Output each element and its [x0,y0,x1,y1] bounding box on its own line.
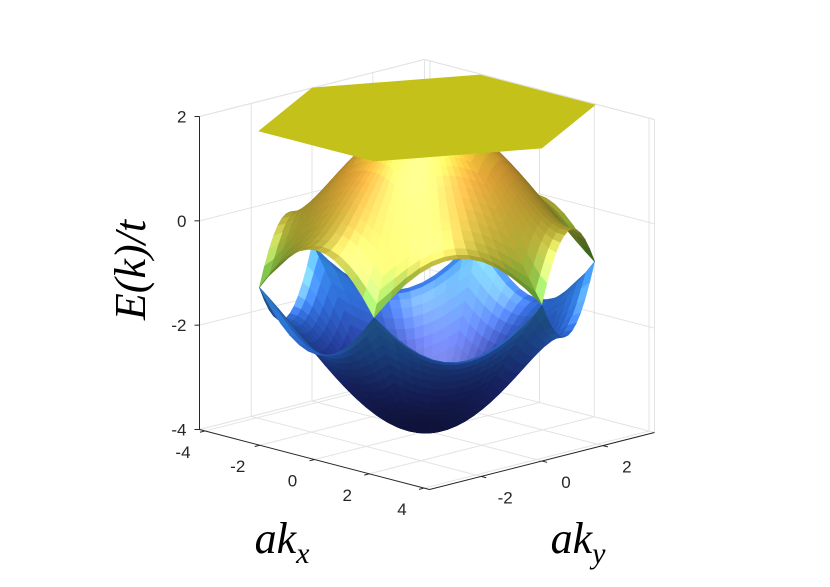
surface-patch [440,369,454,376]
z-tick-label: 2 [177,108,186,127]
z-tick-label: -2 [171,316,186,335]
x-label-sub: x [295,537,310,570]
grid-line [251,415,482,477]
surface-patch [429,176,438,190]
surface-patch [452,239,467,250]
surface-patch [429,187,439,201]
surface-patch [429,402,438,410]
y-tick-label: 0 [561,473,570,492]
surface-patch [438,208,450,222]
surface-patch [429,166,437,179]
surface-patch [437,196,448,210]
surface-patch [439,375,452,383]
x-tick-label: 2 [343,486,352,505]
z-tick-label: 0 [177,212,186,231]
x-tick-label: 0 [288,472,297,491]
surface-patch [435,402,445,410]
surface [258,74,596,162]
z-axis-label: E(k)/t [106,218,155,321]
axes: -4 -2 0 2 4 -2 0 2 -4 -2 0 2 [171,108,655,519]
tick-mark [541,460,548,463]
x-tick-label: 4 [397,500,406,519]
x-label-base: ak [255,514,298,563]
tick-mark [418,487,425,490]
surface-patch [437,388,448,397]
surface-patch [373,317,393,338]
surface-patch [435,175,445,188]
surface-patch [438,381,450,390]
z-tick-label: -4 [171,421,186,440]
surface-patch [441,364,455,370]
surfaces [258,74,596,434]
surface-patch [427,428,433,432]
surface-patch [414,336,425,352]
surface-patch [430,380,441,390]
surface-patch [400,306,414,320]
surface-patch [455,254,472,260]
tick-mark [309,459,315,462]
surface-patch [429,395,439,404]
surface-patch [450,229,464,241]
surface-patch [428,157,436,169]
surface-patch [440,229,454,243]
y-label-sub: y [589,537,606,570]
surface-patch [444,362,458,364]
y-tick-label: 2 [622,458,631,477]
surface-patch [373,289,393,318]
tick-mark [364,473,370,476]
surface-patch [429,388,440,397]
surface-patch [429,408,437,416]
y-label-base: ak [551,514,594,563]
surface-patch [436,395,447,404]
x-axis-label: akx [255,514,311,570]
surface-patch [439,219,452,233]
tick-mark [199,430,206,433]
surface-patch [428,414,436,421]
x-tick-label: -4 [175,443,190,462]
x-tick-label: -2 [230,457,245,476]
y-axis-label: aky [551,514,607,570]
y-tick-label: -2 [498,488,513,507]
surface-patch [454,248,469,256]
tick-mark [602,445,608,448]
surface-patch [428,420,435,426]
surface-patch [436,186,447,199]
box-edge [424,59,655,120]
surface-patch [428,424,434,429]
tick-mark [481,475,487,479]
tick-mark [254,444,260,447]
